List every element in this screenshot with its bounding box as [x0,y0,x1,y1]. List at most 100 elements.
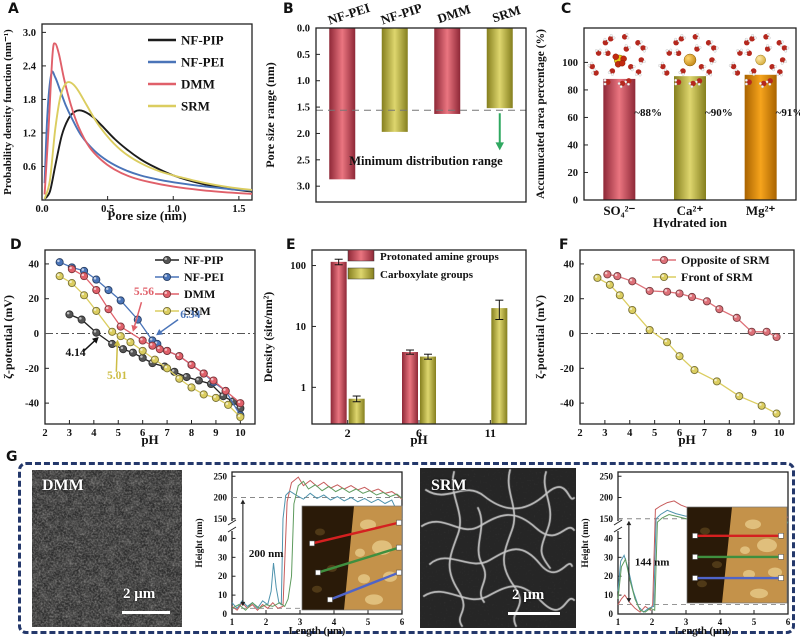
svg-text:6: 6 [140,428,145,439]
svg-text:7: 7 [702,428,707,439]
svg-text:150: 150 [600,514,614,524]
svg-text:Opposite of SRM: Opposite of SRM [681,253,770,267]
bar-mg [744,74,777,200]
svg-text:SRM: SRM [184,304,211,318]
svg-text:2.5: 2.5 [297,155,310,166]
svg-text:7: 7 [164,428,169,439]
panel-label-f: F [559,237,569,253]
svg-text:20: 20 [564,294,575,305]
curve-NF-PEI [43,70,253,192]
dmm-scalebar-label: 2 μm [123,586,156,602]
svg-text:0.0: 0.0 [35,204,48,215]
svg-text:0: 0 [573,196,578,207]
panel-c-accumulated-area-chart: 0 20 40 60 80 100 ~88% SO₄²⁻ ~90% Ca²⁺ ~91% Mg²⁺ Hyd… [535,27,800,228]
svg-text:0: 0 [223,609,228,619]
svg-text:~88%: ~88% [634,107,662,119]
svg-text:100: 100 [290,261,306,272]
svg-text:DMM: DMM [184,287,215,301]
svg-text:0: 0 [569,329,574,340]
svg-text:1.5: 1.5 [297,103,310,114]
svg-text:NF-PIP: NF-PIP [184,253,223,267]
svg-text:Hydrated ion: Hydrated ion [653,215,728,228]
svg-text:Length (μm): Length (μm) [675,626,732,637]
svg-text:20: 20 [568,168,579,179]
svg-text:20: 20 [604,571,614,581]
svg-text:DMM: DMM [435,1,472,26]
svg-text:NF-PEI: NF-PEI [184,270,224,284]
panel-label-c: C [561,1,572,17]
bar-ca [674,76,706,200]
svg-text:5.56: 5.56 [134,286,154,298]
series-SRM [55,272,245,422]
svg-text:NF-PIP: NF-PIP [379,0,424,27]
panel-d-zeta-potential-chart: 2 3 4 5 6 7 8 9 10 -40 -20 0 20 40 NF-PIP NF-PEI DMM SRM 4… [1,249,256,447]
dmm-sem-label: DMM [42,477,84,494]
svg-text:1.8: 1.8 [23,95,36,106]
svg-text:1: 1 [301,383,306,394]
svg-text:pH: pH [141,432,158,447]
svg-text:100: 100 [562,58,578,69]
srm-sem-image [420,468,576,628]
curve-SRM [43,81,253,200]
bar-NF-PIP [381,28,408,132]
svg-text:4: 4 [332,617,337,627]
svg-text:Height (nm): Height (nm) [580,518,591,567]
svg-text:Accumucated area percentage (%: Accumucated area percentage (%) [535,29,547,199]
panel-a-pore-size-distribution-chart: 0.0 0.5 1.0 1.5 0.6 1.2 1.8 2.4 3.0 NF-PIP NF-PEI D… [2,23,253,223]
svg-text:2.4: 2.4 [23,61,37,72]
svg-text:1.0: 1.0 [167,204,180,215]
svg-text:1.5: 1.5 [232,204,245,215]
svg-text:Protonated amine groups: Protonated amine groups [380,251,499,263]
svg-text:4.14: 4.14 [65,347,85,359]
panel-b-pore-size-range-chart: 0.0 0.5 1.0 1.5 2.0 2.5 3.0 NF-PEI NF-PIP DMM SRM M… [263,0,527,203]
svg-text:0.0: 0.0 [297,24,310,35]
svg-text:40: 40 [568,140,579,151]
svg-text:1: 1 [230,617,235,627]
svg-text:Carboxylate groups: Carboxylate groups [380,269,474,281]
height-trace-1 [231,490,403,610]
panel-e-density-chart: 1 10 100 2 6 11 Protonated amine groups Carboxy… [261,249,527,447]
series-DMM [67,265,245,408]
svg-text:40: 40 [604,533,614,543]
bar-so4 [603,78,636,200]
svg-text:2: 2 [650,617,655,627]
bar-NF-PEI [329,28,356,180]
pore-size-range-bars [329,28,513,180]
svg-text:pH: pH [410,432,427,447]
svg-text:10: 10 [296,322,307,333]
hydration-cluster-mg [728,32,790,89]
svg-text:0: 0 [34,329,39,340]
svg-text:3: 3 [602,428,607,439]
svg-text:SO₄²⁻: SO₄²⁻ [603,203,635,218]
legend: Protonated amine groups Carboxylate group… [347,249,499,281]
srm-wrinkles [420,468,576,628]
svg-text:9: 9 [213,428,218,439]
svg-text:2: 2 [345,426,351,440]
svg-text:11: 11 [485,426,496,440]
bar-SRM [486,28,513,109]
svg-text:4: 4 [91,428,97,439]
svg-text:40: 40 [564,259,575,270]
svg-text:4: 4 [718,617,723,627]
svg-text:20: 20 [29,294,40,305]
svg-text:250: 250 [214,471,228,481]
svg-text:5: 5 [752,617,757,627]
svg-text:3: 3 [67,428,72,439]
dmm-scalebar [122,611,170,614]
bars-red [330,258,418,424]
svg-text:40: 40 [29,259,40,270]
svg-text:-20: -20 [25,364,39,375]
panel-label-g: G [6,449,18,465]
svg-text:3: 3 [684,617,689,627]
panel-label-a: A [8,1,19,17]
svg-text:6: 6 [677,428,682,439]
dmm-height-profile-chart: 1 2 3 4 5 6 0 10 20 30 40 150 200 250 200 nm Length (μm… [194,471,405,637]
panel-a-legend: NF-PIP NF-PEI DMM SRM [148,33,224,114]
svg-text:4: 4 [627,428,633,439]
hydration-cluster-so4 [587,32,648,89]
svg-text:5.01: 5.01 [107,370,127,382]
svg-text:2: 2 [264,617,269,627]
series-Opposite of SRM [603,270,781,342]
svg-text:ζ-potential (mV): ζ-potential (mV) [533,295,547,379]
